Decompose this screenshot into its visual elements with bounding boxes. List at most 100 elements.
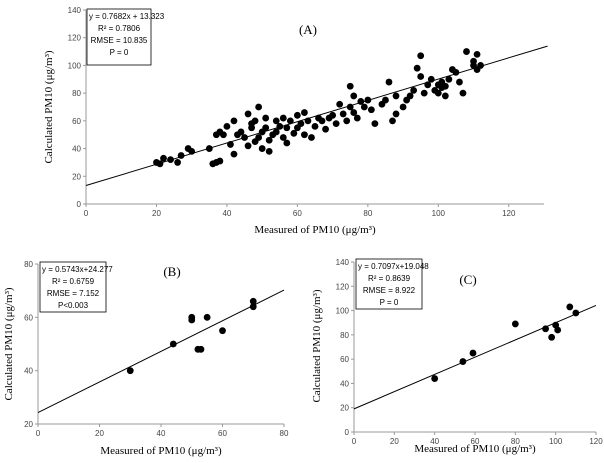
y-tick-label: 40 (24, 367, 33, 376)
data-point (322, 125, 329, 133)
y-tick-label: 120 (68, 34, 82, 43)
y-tick-label: 20 (72, 172, 81, 181)
regression-line (353, 304, 597, 410)
data-point (413, 64, 421, 72)
stats-line: P = 0 (110, 48, 129, 57)
data-point (262, 114, 270, 122)
data-point (548, 333, 556, 341)
data-point (360, 103, 368, 111)
data-point (279, 134, 287, 141)
y-tick-label: 60 (72, 117, 81, 126)
data-point (276, 123, 284, 130)
data-point (156, 160, 164, 168)
data-point (255, 134, 263, 141)
x-tick-label: 120 (502, 209, 516, 218)
data-point (244, 142, 252, 150)
x-axis-label: Measured of PM10 (μg/m³) (254, 224, 376, 236)
data-point (357, 98, 365, 105)
data-point (572, 309, 580, 317)
stats-line: R² = 0.8639 (368, 274, 411, 283)
stats-box (39, 261, 107, 313)
data-point (406, 92, 414, 100)
data-point (469, 349, 477, 357)
data-point (219, 327, 226, 335)
stats-box (86, 8, 152, 66)
data-point (417, 52, 425, 60)
x-tick-label: 0 (84, 209, 89, 218)
data-point (249, 303, 257, 311)
data-point (420, 89, 428, 97)
y-tick-label: 20 (340, 404, 349, 413)
data-point (227, 141, 234, 148)
stats-line: y = 0.5743x+24.277 (42, 265, 113, 274)
y-tick-label: 0 (345, 428, 350, 437)
data-point (336, 100, 344, 108)
data-point (346, 103, 354, 111)
x-tick-label: 40 (222, 209, 231, 218)
y-tick-label: 20 (24, 420, 33, 429)
data-point (456, 78, 463, 86)
x-tick-label: 20 (95, 429, 104, 438)
data-point (308, 134, 315, 141)
data-point (399, 103, 407, 111)
data-point (332, 120, 340, 128)
y-tick-label: 60 (24, 313, 33, 322)
data-point (205, 145, 213, 152)
y-tick-label: 80 (72, 89, 81, 98)
data-point (389, 117, 396, 125)
data-point (371, 120, 379, 128)
data-point (385, 78, 393, 86)
panel-label: (C) (459, 272, 476, 287)
data-point (392, 92, 400, 100)
x-tick-label: 20 (152, 209, 161, 218)
panel-label: (B) (163, 264, 180, 279)
y-tick-label: 80 (24, 260, 33, 269)
data-point (169, 340, 177, 348)
x-tick-label: 120 (589, 437, 603, 446)
y-tick-label: 140 (336, 258, 350, 267)
y-tick-label: 140 (68, 6, 82, 15)
data-point (463, 48, 470, 55)
data-point (272, 128, 280, 136)
panel-2: 0 20 40 60 80 100 120 0 20 40 60 80 100 120 140 Measure… (311, 258, 603, 455)
y-axis-label: Calculated PM10 (μg/m³) (43, 50, 55, 163)
data-point (431, 375, 439, 382)
data-point (427, 75, 435, 83)
stats-line: y = 0.7097x+19.048 (358, 262, 429, 271)
data-point (188, 313, 196, 321)
y-axis-label: Calculated PM10 (μg/m³) (311, 289, 323, 402)
stats-line: P<0.003 (58, 301, 89, 310)
data-point (477, 62, 484, 69)
data-point (290, 129, 298, 137)
data-point (329, 111, 337, 119)
x-axis-label: Measured of PM10 (μg/m³) (100, 445, 222, 457)
data-point (367, 106, 375, 114)
data-point (279, 114, 287, 122)
x-tick-label: 60 (471, 437, 480, 446)
data-point (249, 297, 257, 305)
data-point (297, 120, 305, 128)
stats-line: RMSE = 8.922 (363, 286, 416, 295)
data-point (346, 82, 354, 90)
data-point (197, 345, 205, 353)
y-tick-label: 40 (340, 379, 349, 388)
y-axis-label: Calculated PM10 (μg/m³) (3, 287, 15, 400)
data-point (301, 109, 308, 116)
stats-line: R² = 0.7806 (98, 24, 141, 33)
y-tick-label: 80 (340, 331, 349, 340)
data-point (350, 92, 358, 100)
x-tick-label: 0 (36, 429, 41, 438)
data-point (265, 147, 273, 155)
data-point (459, 358, 467, 365)
stats-box (355, 258, 423, 310)
data-point (258, 145, 266, 152)
data-point (293, 111, 301, 119)
data-point (311, 123, 319, 130)
y-tick-label: 60 (340, 355, 349, 364)
data-point (255, 103, 263, 111)
x-tick-label: 0 (352, 437, 357, 446)
stats-line: R² = 0.6759 (52, 277, 95, 286)
data-point (220, 131, 227, 139)
data-point (350, 109, 358, 116)
